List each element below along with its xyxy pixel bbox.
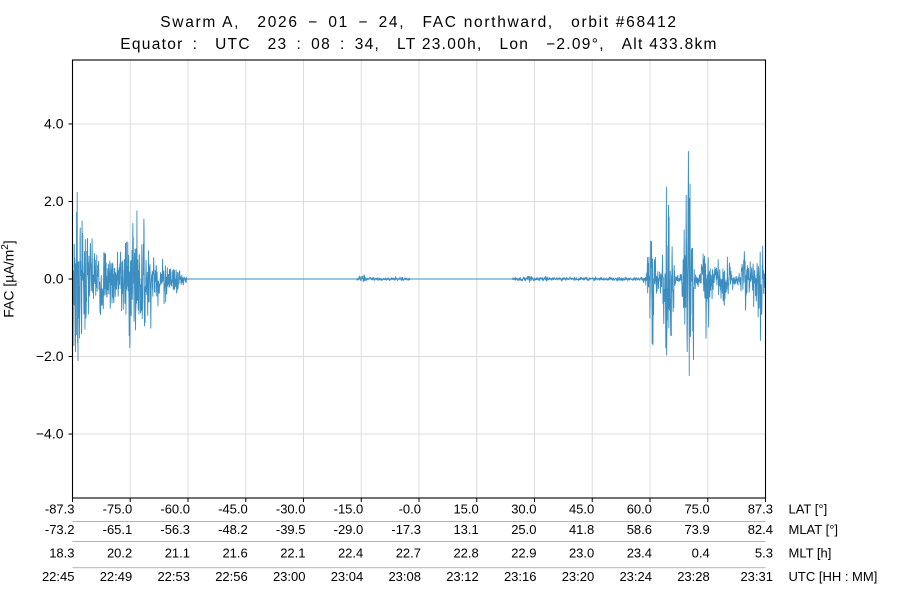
svg-text:-39.5: -39.5 — [276, 522, 306, 537]
svg-text:23:20: 23:20 — [562, 569, 595, 584]
svg-text:60.0: 60.0 — [627, 502, 652, 517]
svg-text:58.6: 58.6 — [627, 522, 652, 537]
svg-text:21.6: 21.6 — [222, 546, 247, 561]
svg-text:23:04: 23:04 — [331, 569, 364, 584]
svg-text:UTC [HH : MM]: UTC [HH : MM] — [789, 569, 878, 584]
svg-text:2.0: 2.0 — [44, 193, 64, 209]
svg-text:-60.0: -60.0 — [160, 502, 190, 517]
svg-text:23:24: 23:24 — [619, 569, 652, 584]
svg-text:23:00: 23:00 — [273, 569, 306, 584]
svg-text:73.9: 73.9 — [684, 522, 709, 537]
svg-text:22.8: 22.8 — [453, 546, 478, 561]
svg-text:20.2: 20.2 — [107, 546, 132, 561]
svg-text:22.9: 22.9 — [511, 546, 536, 561]
svg-text:45.0: 45.0 — [569, 502, 594, 517]
svg-text:−2.0: −2.0 — [36, 348, 64, 364]
svg-text:13.1: 13.1 — [453, 522, 478, 537]
svg-text:-30.0: -30.0 — [276, 502, 306, 517]
svg-text:25.0: 25.0 — [511, 522, 536, 537]
svg-text:23:31: 23:31 — [740, 569, 773, 584]
svg-text:22:49: 22:49 — [100, 569, 133, 584]
svg-text:41.8: 41.8 — [569, 522, 594, 537]
svg-text:0.0: 0.0 — [44, 271, 64, 287]
svg-text:-48.2: -48.2 — [218, 522, 248, 537]
svg-text:22.7: 22.7 — [396, 546, 421, 561]
svg-text:-75.0: -75.0 — [103, 502, 133, 517]
svg-text:5.3: 5.3 — [755, 546, 773, 561]
svg-text:MLAT [°]: MLAT [°] — [789, 522, 839, 537]
svg-text:82.4: 82.4 — [748, 522, 773, 537]
svg-text:23:28: 23:28 — [677, 569, 710, 584]
svg-text:LAT [°]: LAT [°] — [789, 502, 828, 517]
svg-text:23.0: 23.0 — [569, 546, 594, 561]
svg-text:23:12: 23:12 — [446, 569, 479, 584]
svg-text:-45.0: -45.0 — [218, 502, 248, 517]
svg-text:15.0: 15.0 — [453, 502, 478, 517]
svg-text:21.1: 21.1 — [165, 546, 190, 561]
svg-text:30.0: 30.0 — [511, 502, 536, 517]
svg-text:23:16: 23:16 — [504, 569, 537, 584]
svg-text:22:56: 22:56 — [215, 569, 248, 584]
svg-text:87.3: 87.3 — [748, 502, 773, 517]
svg-text:-0.0: -0.0 — [399, 502, 421, 517]
svg-text:22:53: 22:53 — [157, 569, 190, 584]
svg-text:-15.0: -15.0 — [334, 502, 364, 517]
svg-text:22.1: 22.1 — [280, 546, 305, 561]
svg-text:23.4: 23.4 — [627, 546, 652, 561]
svg-text:-65.1: -65.1 — [103, 522, 133, 537]
svg-text:-87.3: -87.3 — [45, 502, 75, 517]
svg-text:4.0: 4.0 — [44, 115, 64, 131]
svg-text:23:08: 23:08 — [388, 569, 421, 584]
svg-text:22:45: 22:45 — [42, 569, 75, 584]
svg-text:−4.0: −4.0 — [36, 426, 64, 442]
svg-text:-56.3: -56.3 — [160, 522, 190, 537]
svg-text:75.0: 75.0 — [684, 502, 709, 517]
svg-text:MLT [h]: MLT [h] — [789, 546, 832, 561]
svg-text:0.4: 0.4 — [692, 546, 710, 561]
svg-text:-73.2: -73.2 — [45, 522, 75, 537]
svg-text:-17.3: -17.3 — [391, 522, 421, 537]
svg-text:18.3: 18.3 — [49, 546, 74, 561]
svg-text:-29.0: -29.0 — [334, 522, 364, 537]
svg-text:22.4: 22.4 — [338, 546, 363, 561]
